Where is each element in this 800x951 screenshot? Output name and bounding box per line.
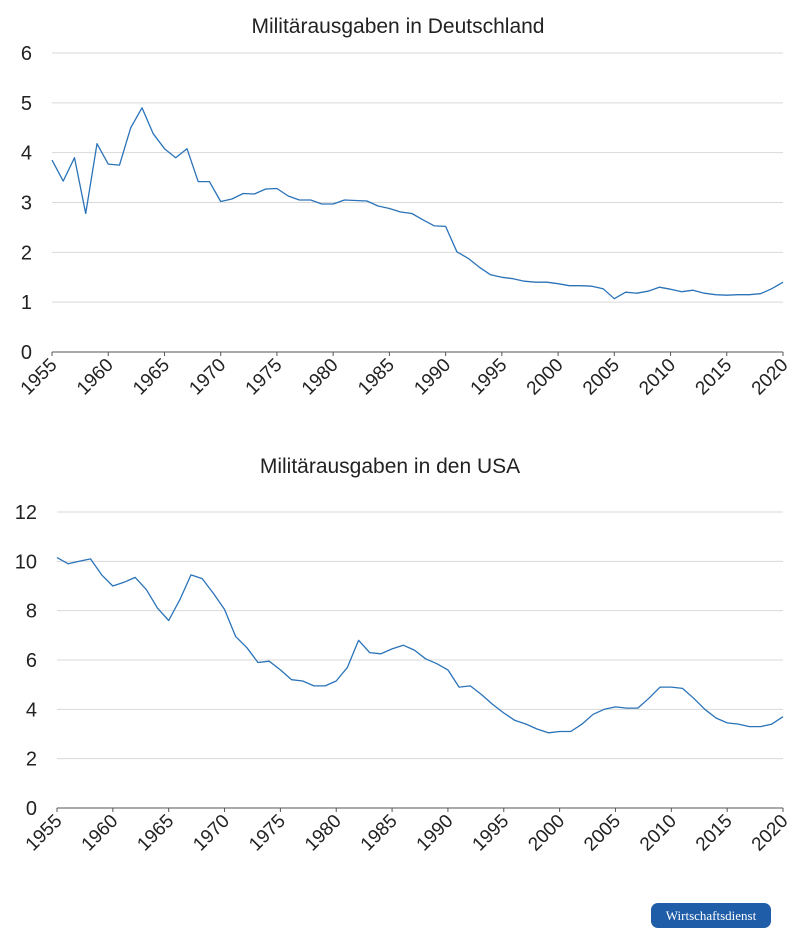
x-tick-label-germany-2015: 2015	[692, 355, 737, 400]
y-tick-label-germany-0: 0	[21, 342, 32, 364]
x-tick-label-usa-2010: 2010	[636, 811, 681, 856]
x-tick-label-usa-1965: 1965	[133, 811, 178, 856]
series-line-germany-0	[51, 107, 784, 300]
x-tick-label-germany-2005: 2005	[579, 355, 624, 400]
series-line-usa-0	[56, 557, 784, 734]
x-tick-label-germany-2010: 2010	[635, 355, 680, 400]
x-tick-label-usa-1960: 1960	[78, 811, 123, 856]
x-tick-label-usa-1995: 1995	[469, 811, 514, 856]
y-tick-label-germany-5: 5	[21, 93, 32, 115]
x-tick-label-usa-1990: 1990	[413, 811, 458, 856]
x-tick-label-usa-1975: 1975	[245, 811, 290, 856]
x-tick-label-usa-2005: 2005	[580, 811, 625, 856]
x-tick-label-germany-1970: 1970	[185, 355, 230, 400]
x-tick-label-usa-1985: 1985	[357, 811, 402, 856]
y-tick-label-germany-4: 4	[21, 143, 32, 165]
x-tick-label-germany-2000: 2000	[523, 355, 568, 400]
x-tick-label-germany-2020: 2020	[748, 355, 793, 400]
y-tick-label-usa-0: 0	[26, 798, 37, 820]
chart-germany: Militärausgaben in Deutschland 0 1 2 3 4 5 6 19…	[17, 15, 793, 399]
x-tick-label-germany-1975: 1975	[242, 355, 287, 400]
y-tick-label-usa-4: 4	[26, 699, 37, 721]
y-tick-label-usa-2: 2	[26, 749, 37, 771]
x-tick-label-usa-1980: 1980	[301, 811, 346, 856]
x-tick-label-germany-1960: 1960	[73, 355, 118, 400]
y-tick-label-germany-1: 1	[21, 292, 32, 314]
source-badge: Wirtschaftsdienst	[651, 903, 771, 928]
y-tick-label-usa-10: 10	[15, 551, 37, 573]
y-tick-label-usa-12: 12	[15, 502, 37, 524]
x-tick-label-germany-1990: 1990	[410, 355, 455, 400]
x-tick-label-usa-1970: 1970	[189, 811, 234, 856]
chart-title-usa: Militärausgaben in den USA	[260, 455, 520, 478]
x-tick-label-germany-1980: 1980	[298, 355, 343, 400]
x-tick-label-germany-1995: 1995	[467, 355, 512, 400]
chart-title-germany: Militärausgaben in Deutschland	[251, 15, 544, 38]
x-tick-label-usa-2000: 2000	[524, 811, 569, 856]
x-tick-label-usa-2015: 2015	[692, 811, 737, 856]
y-tick-label-germany-3: 3	[21, 193, 32, 215]
x-tick-label-usa-2020: 2020	[748, 811, 793, 856]
chart-usa: Militärausgaben in den USA 0246810121955…	[15, 455, 793, 855]
y-tick-label-germany-6: 6	[21, 43, 32, 65]
y-tick-label-germany-2: 2	[21, 242, 32, 264]
y-tick-label-usa-8: 8	[26, 601, 37, 623]
x-tick-label-germany-1985: 1985	[354, 355, 399, 400]
y-tick-label-usa-6: 6	[26, 650, 37, 672]
x-tick-label-germany-1965: 1965	[129, 355, 174, 400]
